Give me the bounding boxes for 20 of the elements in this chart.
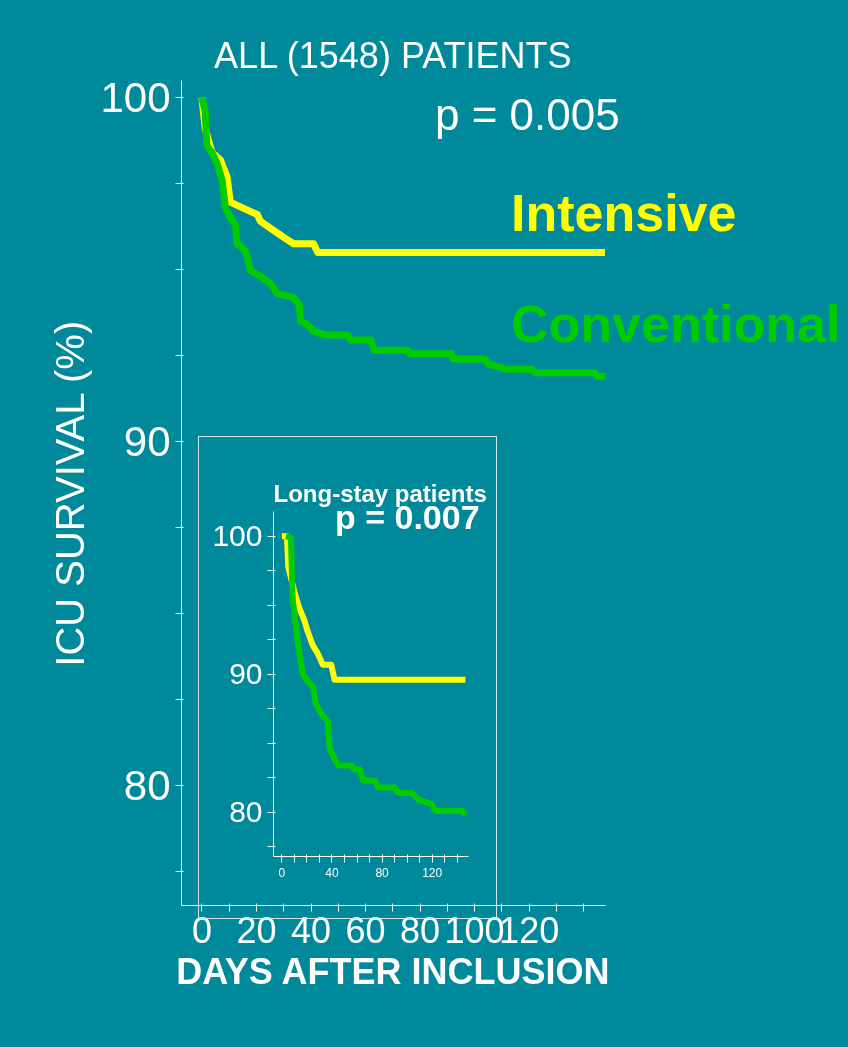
x-tick-label: 0 [278, 865, 286, 880]
series-label: Conventional [511, 295, 841, 353]
annotation: p = 0.005 [435, 90, 620, 139]
x-tick-label: 120 [422, 865, 443, 880]
x-tick-label: 0 [191, 909, 212, 951]
x-tick-label: 40 [291, 909, 332, 951]
x-axis-title: DAYS AFTER INCLUSION [176, 950, 610, 992]
chart-title: ALL (1548) PATIENTS [214, 34, 572, 76]
y-tick-label: 80 [123, 761, 171, 809]
y-tick-label: 90 [229, 657, 263, 691]
x-tick-label: 80 [375, 865, 390, 880]
x-tick-label: 40 [325, 865, 339, 880]
x-tick-label: 80 [400, 909, 441, 951]
y-tick-label: 100 [212, 519, 263, 553]
y-tick-label: 90 [123, 417, 171, 465]
series-label: Intensive [511, 184, 737, 242]
y-tick-label: 80 [229, 795, 263, 829]
y-tick-label: 100 [100, 74, 171, 122]
x-tick-label: 60 [345, 909, 386, 951]
y-axis-title: ICU SURVIVAL (%) [48, 320, 93, 667]
